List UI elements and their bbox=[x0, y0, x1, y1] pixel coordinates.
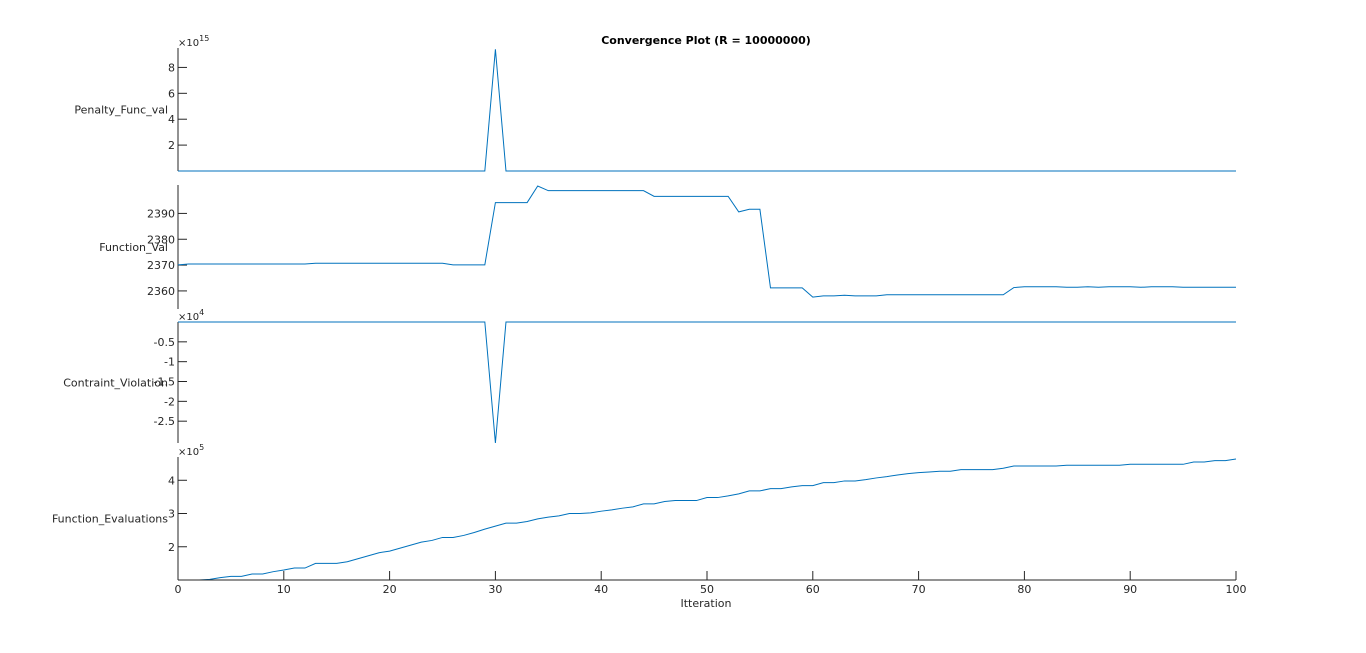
x-tick-label: 100 bbox=[1226, 583, 1247, 596]
x-axis: 0 10 20 30 40 50 60 70 80 90 100 bbox=[175, 571, 1247, 596]
y-axis-label: Contraint_Violation bbox=[63, 377, 168, 390]
x-tick-label: 10 bbox=[277, 583, 291, 596]
y-tick-label: 2390 bbox=[147, 207, 175, 220]
x-tick-label: 30 bbox=[488, 583, 502, 596]
y-tick-label: -1.5 bbox=[154, 376, 175, 389]
x-tick-label: 40 bbox=[594, 583, 608, 596]
y-axis-label: Penalty_Func_val bbox=[74, 104, 168, 117]
y-tick-label: 2360 bbox=[147, 285, 175, 298]
y-exponent-label: ×1015 bbox=[178, 34, 209, 49]
y-tick-label: -0.5 bbox=[154, 336, 175, 349]
y-tick-label: 8 bbox=[168, 61, 175, 74]
subplot-stack: 2 4 6 8×1015 Penalty_Func_val 2360 2370 2380 239… bbox=[52, 34, 1237, 581]
x-tick-label: 80 bbox=[1017, 583, 1031, 596]
y-tick-label: 2 bbox=[168, 139, 175, 152]
y-tick-label: 3 bbox=[168, 508, 175, 521]
y-tick-label: 4 bbox=[168, 474, 175, 487]
x-tick-label: 60 bbox=[806, 583, 820, 596]
y-tick-label: -1 bbox=[164, 356, 175, 369]
y-axis-label: Function_Val bbox=[99, 241, 168, 254]
x-tick-label: 70 bbox=[912, 583, 926, 596]
y-tick-label: 2 bbox=[168, 541, 175, 554]
y-tick-label: -2.5 bbox=[154, 415, 175, 428]
subplot-2: 2360 2370 2380 2390 Function_Val bbox=[99, 185, 1236, 309]
series-line-4-1 bbox=[178, 458, 1237, 581]
subplot-4: 2 3 4 ×105 Function_Evaluations bbox=[52, 443, 1237, 581]
series-line-3-1 bbox=[178, 321, 1236, 444]
x-tick-label: 20 bbox=[383, 583, 397, 596]
subplot-1: 2 4 6 8×1015 Penalty_Func_val bbox=[74, 34, 1236, 172]
y-exponent-label: ×105 bbox=[178, 443, 204, 458]
x-tick-label: 50 bbox=[700, 583, 714, 596]
series-line-1-1 bbox=[178, 49, 1236, 172]
series-line-2-1 bbox=[177, 185, 1236, 298]
y-axis-label: Function_Evaluations bbox=[52, 513, 168, 526]
subplot-3: -2.5 -2 -1.5 -1 -0.5×104 Contraint_Violation bbox=[63, 308, 1236, 444]
y-tick-label: 4 bbox=[168, 113, 175, 126]
x-axis-label: Itteration bbox=[681, 597, 732, 610]
y-tick-label: -2 bbox=[164, 395, 175, 408]
y-tick-label: 6 bbox=[168, 87, 175, 100]
y-tick-label: 2380 bbox=[147, 233, 175, 246]
y-tick-label: 2370 bbox=[147, 259, 175, 272]
chart-title: Convergence Plot (R = 10000000) bbox=[601, 34, 811, 47]
x-tick-label: 0 bbox=[175, 583, 182, 596]
y-exponent-label: ×104 bbox=[178, 308, 204, 323]
x-tick-label: 90 bbox=[1123, 583, 1137, 596]
